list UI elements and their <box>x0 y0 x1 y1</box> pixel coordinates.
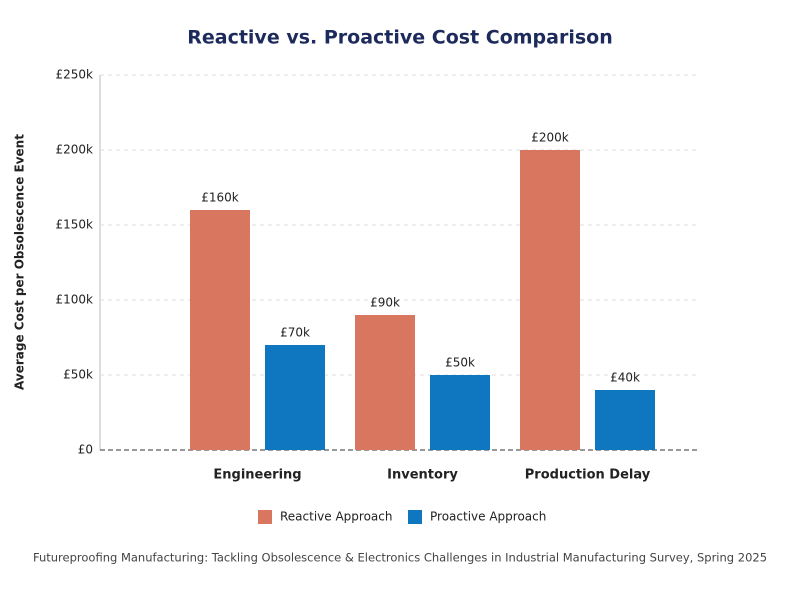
chart-title: Reactive vs. Proactive Cost Comparison <box>187 27 613 49</box>
bar <box>265 345 325 450</box>
data-label: £50k <box>445 356 475 370</box>
legend-swatch <box>408 510 422 524</box>
bar <box>520 150 580 450</box>
legend-swatch <box>258 510 272 524</box>
data-label: £90k <box>370 296 400 310</box>
data-label: £40k <box>610 371 640 385</box>
bar <box>430 375 490 450</box>
y-tick-label: £50k <box>63 368 93 382</box>
source-note: Futureproofing Manufacturing: Tackling O… <box>33 551 767 565</box>
y-tick-label: £150k <box>56 218 94 232</box>
bar <box>355 315 415 450</box>
x-tick-label: Production Delay <box>525 468 651 483</box>
bar <box>190 210 250 450</box>
legend-label: Reactive Approach <box>280 510 392 524</box>
x-tick-label: Engineering <box>213 468 301 483</box>
y-tick-label: £250k <box>56 68 94 82</box>
x-tick-label: Inventory <box>387 468 458 483</box>
legend-label: Proactive Approach <box>430 510 546 524</box>
data-label: £160k <box>201 191 239 205</box>
data-label: £70k <box>280 326 310 340</box>
data-label: £200k <box>531 131 569 145</box>
y-axis-label: Average Cost per Obsolescence Event <box>13 134 27 390</box>
y-tick-label: £100k <box>56 293 94 307</box>
bar <box>595 390 655 450</box>
y-tick-label: £0 <box>78 443 93 457</box>
y-tick-label: £200k <box>56 143 94 157</box>
